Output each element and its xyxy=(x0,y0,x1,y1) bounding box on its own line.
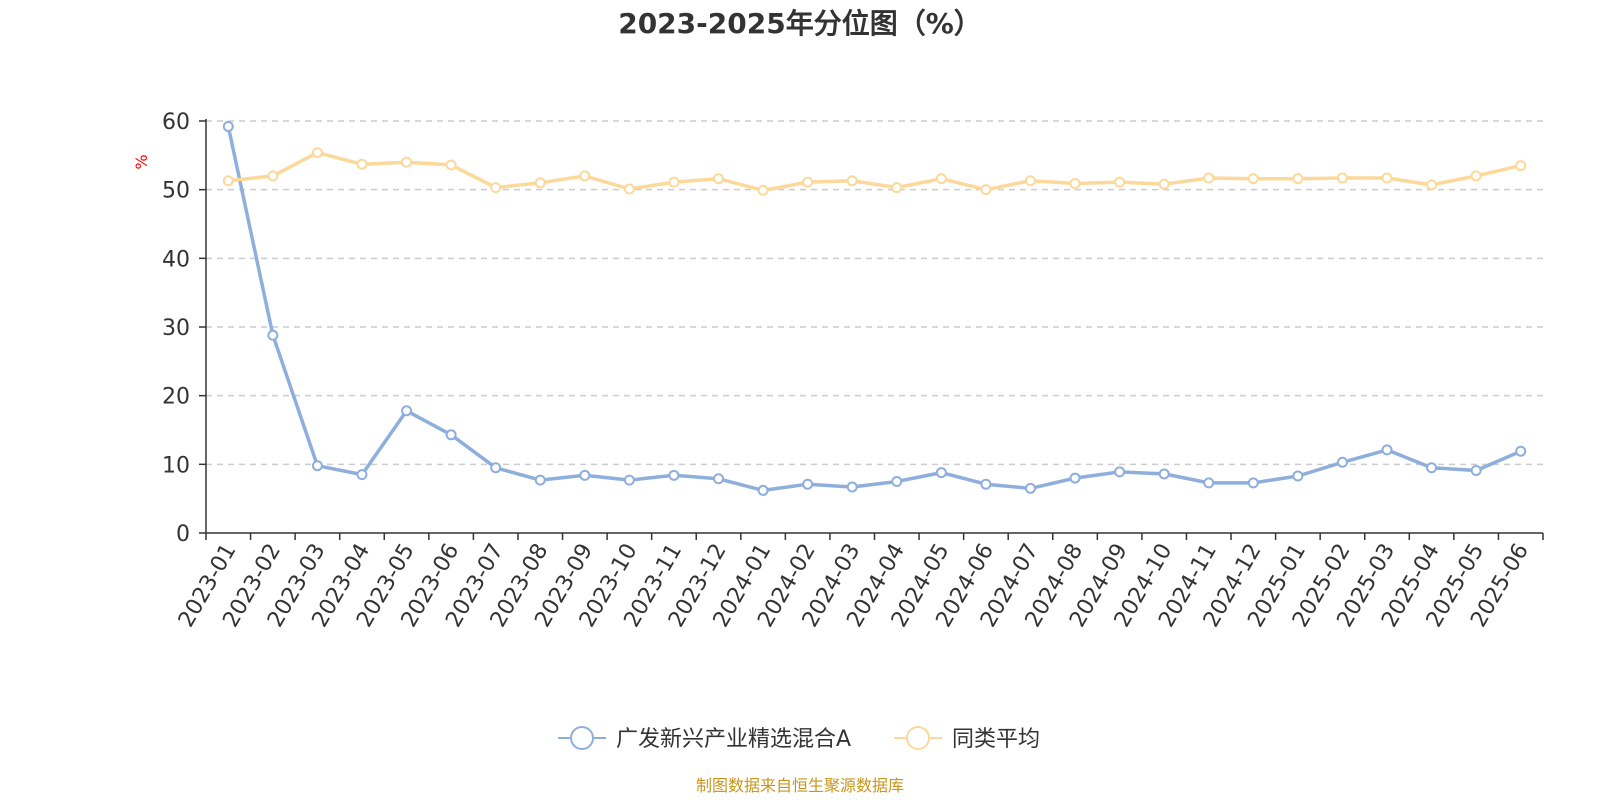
data-point[interactable] xyxy=(1426,179,1438,191)
data-point[interactable] xyxy=(1069,177,1081,189)
data-point[interactable] xyxy=(401,156,413,168)
data-point[interactable] xyxy=(1426,462,1438,474)
data-point[interactable] xyxy=(668,176,680,188)
data-point[interactable] xyxy=(267,329,279,341)
data-point[interactable] xyxy=(1158,468,1170,480)
y-tick-label: 40 xyxy=(162,247,190,272)
legend[interactable]: 广发新兴产业精选混合A 同类平均 xyxy=(558,726,1040,752)
data-point[interactable] xyxy=(1114,176,1126,188)
y-tick-label: 50 xyxy=(162,179,190,204)
data-point[interactable] xyxy=(935,467,947,479)
data-point[interactable] xyxy=(1515,160,1527,172)
y-tick-label: 30 xyxy=(162,316,190,341)
legend-marker xyxy=(570,726,594,750)
series-line-1 xyxy=(228,150,1522,193)
data-point[interactable] xyxy=(935,173,947,185)
data-point[interactable] xyxy=(668,469,680,481)
data-point[interactable] xyxy=(1515,445,1527,457)
series-line-0 xyxy=(226,126,1522,493)
data-point[interactable] xyxy=(1069,472,1081,484)
y-tick-label: 0 xyxy=(176,522,190,547)
axes: 01020304050602023-012023-022023-032023-0… xyxy=(162,110,1544,632)
data-point[interactable] xyxy=(490,182,502,194)
data-point[interactable] xyxy=(1292,173,1304,185)
chart-title: 2023-2025年分位图（%） xyxy=(618,7,982,40)
data-point[interactable] xyxy=(579,469,591,481)
y-axis-unit: % xyxy=(132,154,151,169)
data-point[interactable] xyxy=(802,478,814,490)
data-point[interactable] xyxy=(1470,465,1482,477)
data-point[interactable] xyxy=(891,476,903,487)
data-point[interactable] xyxy=(356,469,368,481)
data-point[interactable] xyxy=(401,405,413,417)
data-point[interactable] xyxy=(534,177,546,189)
data-point[interactable] xyxy=(1158,178,1170,190)
data-point[interactable] xyxy=(311,460,323,472)
data-point[interactable] xyxy=(1336,172,1348,184)
data-point[interactable] xyxy=(891,182,903,194)
data-point[interactable] xyxy=(713,173,725,185)
data-point[interactable] xyxy=(980,184,992,196)
data-point[interactable] xyxy=(1336,456,1348,468)
data-point[interactable] xyxy=(1381,444,1393,456)
data-point[interactable] xyxy=(980,478,992,490)
data-point[interactable] xyxy=(1203,477,1215,489)
data-point[interactable] xyxy=(1381,172,1393,184)
data-point[interactable] xyxy=(222,175,234,187)
data-point[interactable] xyxy=(757,184,769,196)
data-point[interactable] xyxy=(846,175,858,187)
legend-item-0[interactable]: 广发新兴产业精选混合A xyxy=(558,726,851,752)
y-tick-label: 60 xyxy=(162,110,190,135)
legend-label: 同类平均 xyxy=(952,727,1040,752)
data-point[interactable] xyxy=(757,484,769,496)
y-tick-label: 10 xyxy=(162,453,190,478)
legend-marker xyxy=(906,726,930,750)
data-point[interactable] xyxy=(1024,175,1036,187)
data-point[interactable] xyxy=(356,158,368,170)
data-point[interactable] xyxy=(623,474,635,486)
data-point[interactable] xyxy=(311,147,323,159)
source-note: 制图数据来自恒生聚源数据库 xyxy=(696,776,904,795)
data-point[interactable] xyxy=(802,176,814,188)
data-point[interactable] xyxy=(1247,173,1259,185)
data-point[interactable] xyxy=(1292,470,1304,482)
data-point[interactable] xyxy=(222,120,234,132)
data-point[interactable] xyxy=(1114,466,1126,478)
y-tick-label: 20 xyxy=(162,385,190,410)
data-point[interactable] xyxy=(1470,170,1482,182)
data-point[interactable] xyxy=(534,474,546,486)
data-point[interactable] xyxy=(490,462,502,474)
data-point[interactable] xyxy=(1024,482,1036,494)
data-point[interactable] xyxy=(267,170,279,182)
data-point[interactable] xyxy=(846,481,858,493)
data-point[interactable] xyxy=(579,170,591,182)
legend-label: 广发新兴产业精选混合A xyxy=(616,727,851,752)
data-point[interactable] xyxy=(445,429,457,441)
data-point[interactable] xyxy=(713,473,725,485)
data-point[interactable] xyxy=(1247,477,1259,489)
series-lines xyxy=(222,120,1527,496)
data-point[interactable] xyxy=(1203,172,1215,184)
data-point[interactable] xyxy=(445,159,457,171)
data-point[interactable] xyxy=(623,183,635,195)
grid-lines xyxy=(206,120,1543,466)
legend-item-1[interactable]: 同类平均 xyxy=(894,726,1040,752)
